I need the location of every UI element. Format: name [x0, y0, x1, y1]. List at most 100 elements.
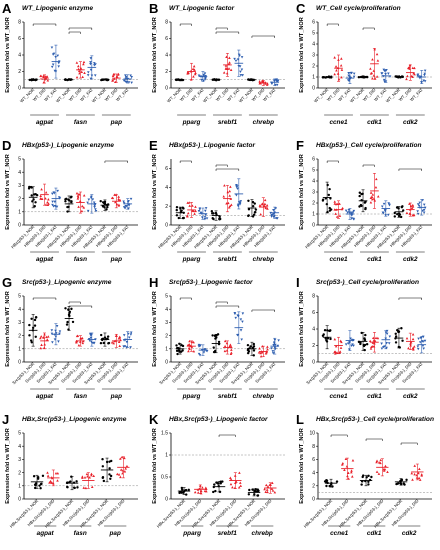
data-point-c [423, 69, 427, 73]
data-point-g [50, 332, 54, 336]
data-point-l [418, 478, 422, 481]
data-point-j [118, 457, 122, 460]
data-point-f [411, 205, 415, 208]
data-point-c [387, 72, 390, 75]
data-point-i [339, 339, 343, 343]
data-point-l [375, 459, 379, 462]
panel-title-h: Src(p53-)_Lipogenic factor [169, 279, 253, 286]
data-point-g [118, 344, 122, 348]
data-point-i [421, 335, 425, 339]
data-point-d [77, 205, 80, 208]
data-point-l [367, 483, 370, 486]
data-point-d [94, 208, 97, 211]
data-point-a [93, 74, 97, 77]
data-point-b [228, 56, 231, 59]
data-point-a [42, 74, 45, 78]
y-tick-label-k: 0.5 [161, 475, 168, 481]
gene-label-l: cdk1 [367, 530, 382, 537]
data-point-l [413, 464, 417, 467]
data-point-f [410, 206, 414, 210]
gene-label-e: pparg [182, 256, 201, 263]
data-point-f [416, 210, 419, 213]
y-tick-label-a: 6 [18, 36, 21, 42]
data-point-a [39, 74, 43, 77]
data-point-k [247, 493, 251, 496]
data-point-g [58, 330, 62, 333]
data-point-a [46, 79, 50, 82]
data-point-j [90, 472, 93, 476]
data-point-l [350, 470, 353, 474]
data-point-a [93, 64, 96, 67]
data-point-c [417, 75, 421, 78]
x-tick-label-c: WT_NOR [385, 87, 401, 103]
data-point-d [51, 203, 54, 207]
data-point-f [393, 215, 396, 218]
data-point-g [28, 334, 31, 337]
panel-title-i: Src(p53-)_Cell cycle/proliferation [316, 279, 419, 286]
data-point-f [376, 195, 380, 198]
panel-j: J HBx,Src(p53-)_Lipogenic enzyme Expressio… [0, 411, 146, 548]
data-point-a [75, 76, 79, 79]
data-point-h [260, 351, 264, 354]
y-tick-label-d: 4 [18, 170, 21, 176]
data-point-i [323, 329, 327, 332]
data-point-j [123, 456, 126, 460]
data-point-c [382, 78, 386, 82]
data-point-h [239, 318, 243, 321]
data-point-h [229, 343, 232, 346]
data-point-k [187, 488, 190, 491]
data-point-c [383, 69, 387, 73]
data-point-g [102, 341, 105, 345]
data-point-b [265, 83, 269, 86]
data-point-g [40, 343, 43, 346]
data-point-h [252, 354, 255, 357]
data-point-a [94, 63, 97, 66]
y-tick-label-j: 3 [18, 457, 21, 463]
data-point-l [377, 472, 381, 475]
panel-title-g: Src(p53-)_Lipogenic enzyme [22, 279, 112, 286]
data-point-l [325, 484, 328, 488]
data-point-k [248, 488, 251, 492]
data-point-g [65, 323, 69, 326]
data-point-a [130, 81, 133, 85]
panel-b: B WT_Lipogenic factor Expression fold vs W… [147, 0, 293, 137]
gene-label-j: pap [109, 530, 121, 537]
data-point-e [270, 214, 273, 217]
data-point-g [88, 332, 92, 336]
data-point-i [421, 340, 425, 343]
data-point-e [272, 209, 275, 212]
data-point-j [46, 471, 49, 474]
gene-label-h: chrebp [253, 393, 274, 400]
data-point-d [117, 197, 120, 201]
data-point-c [333, 56, 336, 59]
data-point-j [56, 471, 60, 475]
data-point-c [423, 74, 426, 77]
data-point-a [117, 72, 120, 76]
data-point-b [224, 67, 228, 70]
data-point-a [87, 71, 90, 74]
data-point-h [205, 349, 209, 353]
y-tick-label-i: 0 [312, 360, 315, 366]
y-tick-label-c: 3 [312, 53, 315, 59]
data-point-l [343, 468, 346, 472]
data-point-g [107, 342, 110, 345]
data-point-b [193, 72, 197, 76]
data-point-e [251, 200, 255, 204]
data-point-e [237, 201, 241, 204]
y-tick-label-b: 0 [165, 86, 168, 92]
data-point-h [271, 352, 275, 355]
y-tick-label-g: 4 [18, 307, 21, 313]
data-point-e [210, 210, 214, 213]
data-point-i [344, 343, 348, 346]
y-tick-label-d: 5 [18, 157, 21, 163]
data-point-a [122, 79, 126, 82]
data-point-d [103, 206, 106, 209]
y-tick-label-g: 3 [18, 320, 21, 326]
y-axis-label-j: Expression fold vs WT_NOR [5, 428, 11, 504]
data-point-b [224, 64, 228, 67]
data-point-d [33, 193, 36, 196]
data-point-e [247, 199, 250, 203]
data-point-i [369, 347, 373, 350]
data-point-i [411, 333, 415, 336]
data-point-g [34, 316, 38, 319]
